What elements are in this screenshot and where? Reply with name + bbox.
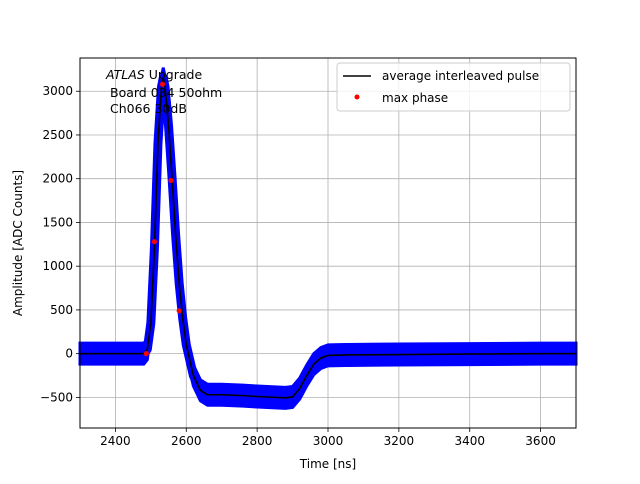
x-tick-label: 3000 [313,434,344,448]
max-phase-point [151,239,157,245]
max-phase-point [159,81,166,87]
legend-box [336,62,571,112]
y-tick-label: 1000 [42,259,73,273]
max-phase-points [143,81,182,357]
y-tick-label: 3000 [42,84,73,98]
x-tick-label: 3200 [384,434,415,448]
legend-dot-swatch [354,94,360,100]
annotation-atlas: ATLAS [105,67,145,82]
grid-lines [80,58,576,428]
average-pulse-line [80,77,576,399]
x-tick-label: 2600 [171,434,202,448]
legend-label-max-phase: max phase [382,91,448,105]
annotation: ATLAS Upgrade Board 034 50ohm Ch066 30dB [105,67,222,116]
y-tick-label: 2500 [42,128,73,142]
x-tick-label: 3400 [454,434,485,448]
annotation-board: Board 034 50ohm [110,85,222,100]
y-tick-label: 2000 [42,172,73,186]
y-tick-label: 0 [65,347,73,361]
max-phase-point [168,177,174,184]
annotation-channel: Ch066 30dB [110,101,187,116]
x-axis-ticks: 2400 2600 2800 3000 3200 3400 3600 [100,428,556,448]
max-phase-point [143,351,149,357]
x-tick-label: 2400 [100,434,131,448]
svg-text:ATLAS Upgrade: ATLAS Upgrade [105,67,202,82]
annotation-upgrade: Upgrade [145,67,203,82]
y-tick-label: −500 [40,390,73,404]
x-tick-label: 2800 [242,434,273,448]
y-tick-label: 1500 [42,215,73,229]
y-axis-ticks: −500 0 500 1000 1500 2000 2500 3000 [40,84,80,404]
max-phase-point [176,308,182,314]
y-axis-label: Amplitude [ADC Counts] [11,170,25,316]
x-axis-label: Time [ns] [299,457,356,471]
y-tick-label: 500 [50,303,73,317]
x-tick-label: 3600 [525,434,556,448]
series-lines [80,77,576,399]
legend: average interleaved pulse max phase [336,62,571,112]
legend-label-average: average interleaved pulse [382,69,539,83]
